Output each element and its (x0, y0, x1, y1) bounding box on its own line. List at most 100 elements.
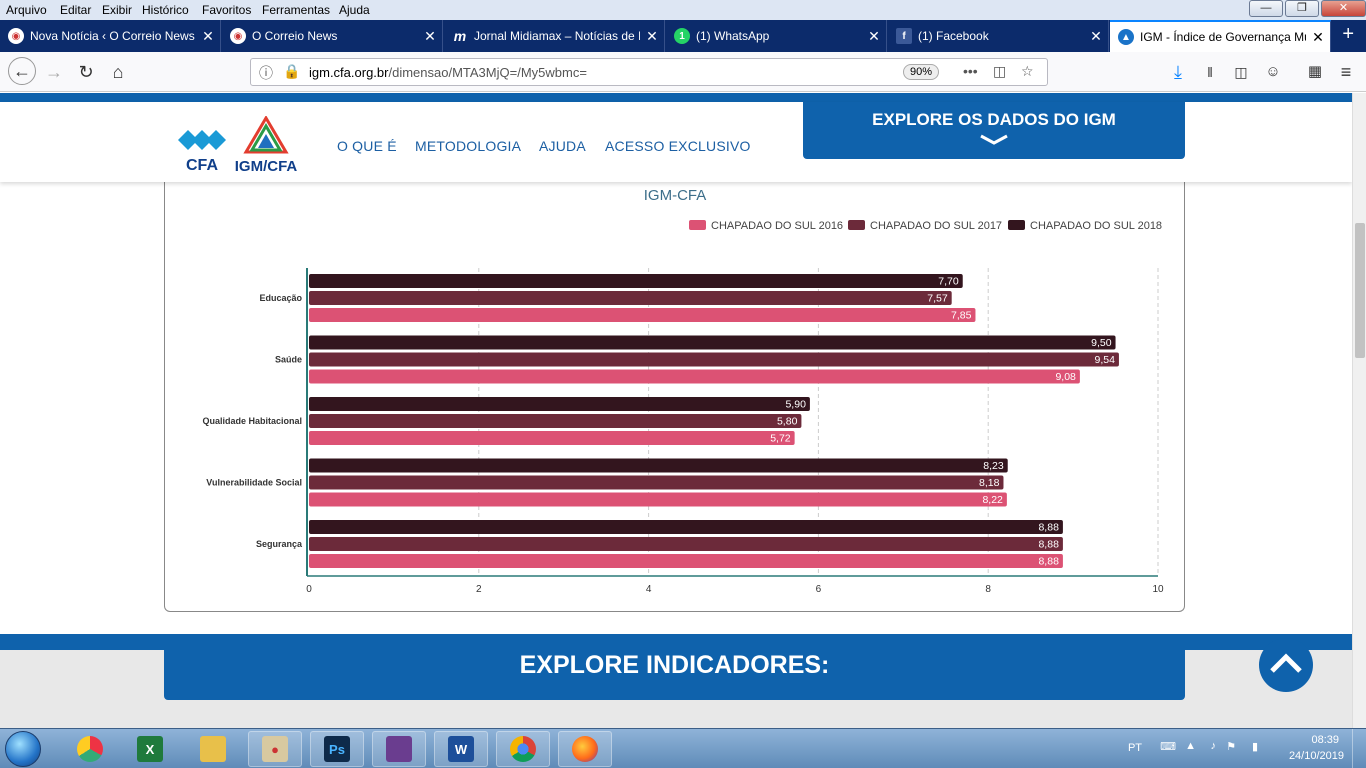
word-icon: W (448, 736, 474, 762)
tab-nova-noticia[interactable]: ◉ Nova Notícia ‹ O Correio News ✕ (0, 20, 221, 52)
menu-editar[interactable]: Editar (60, 3, 92, 17)
download-icon[interactable]: ⤓ (1174, 62, 1182, 82)
nav-acesso-exclusivo[interactable]: ACESSO EXCLUSIVO (605, 138, 751, 154)
flag-icon[interactable]: ⚑ (1226, 741, 1236, 753)
cfa-logo[interactable]: CFA (178, 128, 228, 174)
zoom-badge[interactable]: 90% (903, 64, 940, 80)
correio-news-icon: ◉ (8, 28, 24, 44)
minimize-button[interactable]: — (1249, 0, 1283, 17)
insecure-lock-icon[interactable]: 🔒 (283, 63, 301, 79)
taskbar: X ● Ps W PT ⌨ ▲ ♪ ⚑ ▮ 08:39 24/10/2019 (0, 728, 1366, 768)
nav-ajuda[interactable]: AJUDA (539, 138, 586, 154)
taskbar-app-explorer[interactable] (186, 731, 240, 767)
data-label: 8,22 (982, 494, 1003, 506)
menu-ferramentas[interactable]: Ferramentas (262, 3, 331, 17)
explore-data-label: EXPLORE OS DADOS DO IGM (872, 110, 1116, 129)
category-label: Educação (259, 293, 302, 303)
back-arrow-icon[interactable]: ← (8, 57, 36, 85)
bar-chart: IGM-CFA CHAPADAO DO SUL 2016 CHAPADAO DO S… (202, 187, 1164, 595)
close-icon[interactable]: ✕ (1312, 28, 1324, 45)
menu-favoritos[interactable]: Favoritos (202, 3, 252, 17)
taskbar-app-chrome-remote[interactable] (63, 731, 117, 767)
explore-data-button[interactable]: EXPLORE OS DADOS DO IGM (803, 102, 1185, 159)
taskbar-app-excel[interactable]: X (123, 731, 177, 767)
page-scrollbar[interactable] (1352, 93, 1366, 728)
tab-whatsapp[interactable]: 1 (1) WhatsApp ✕ (666, 20, 887, 52)
taskbar-app-chrome[interactable] (496, 731, 550, 767)
data-label: 7,57 (927, 293, 948, 305)
correio-news-icon: ◉ (230, 28, 246, 44)
scrollbar-thumb[interactable] (1355, 223, 1365, 358)
home-icon[interactable]: ⌂ (112, 62, 124, 82)
tab-midiamax[interactable]: m Jornal Midiamax – Notícias de MS ✕ (444, 20, 665, 52)
data-label: 5,72 (770, 433, 791, 445)
show-desktop-button[interactable] (1352, 729, 1366, 768)
data-label: 8,88 (1038, 522, 1059, 534)
close-icon[interactable]: ✕ (868, 27, 880, 44)
nav-o-que-e[interactable]: O QUE É (337, 138, 397, 154)
new-tab-icon[interactable]: + (1342, 23, 1354, 45)
language-indicator[interactable]: PT (1127, 742, 1142, 754)
menu-arquivo[interactable]: Arquivo (6, 3, 47, 17)
clock-date[interactable]: 24/10/2019 (1288, 750, 1344, 762)
menu-exibir[interactable]: Exibir (102, 3, 133, 17)
taskbar-app-word[interactable]: W (434, 731, 488, 767)
chrome-icon (510, 736, 536, 762)
close-icon[interactable]: ✕ (1090, 27, 1102, 44)
library-icon[interactable]: ‖ (1207, 64, 1213, 80)
close-icon[interactable]: ✕ (424, 27, 436, 44)
page-actions-icon[interactable]: ••• (963, 63, 978, 79)
pocket-icon[interactable]: ◫ (993, 63, 1007, 79)
taskbar-app-photoshop[interactable]: Ps (310, 731, 364, 767)
data-label: 9,54 (1095, 354, 1116, 366)
cfa-logo-text: CFA (186, 157, 218, 174)
sidebar-icon[interactable]: ◫ (1234, 64, 1248, 80)
taskbar-app-movie-maker[interactable] (372, 731, 426, 767)
url-bar[interactable]: ⓘ 🔒 igm.cfa.org.br/dimensao/MTA3MjQ=/My5… (250, 58, 1048, 86)
movie-maker-icon (386, 736, 412, 762)
menu-historico[interactable]: Histórico (142, 3, 189, 17)
menu-bar: Arquivo Editar Exibir Histórico Favorito… (0, 0, 1366, 20)
windows-start-icon[interactable] (5, 731, 41, 767)
taskbar-app-firefox[interactable] (558, 731, 612, 767)
data-label: 7,70 (938, 276, 959, 288)
close-icon[interactable]: ✕ (646, 27, 658, 44)
photoshop-icon: Ps (324, 736, 350, 762)
chart-panel: IGM-CFA CHAPADAO DO SUL 2016 CHAPADAO DO S… (164, 168, 1185, 612)
igm-logo-text: IGM/CFA (235, 158, 298, 175)
tab-label: IGM - Índice de Governança Municipal (1140, 30, 1306, 44)
tab-o-correio-news[interactable]: ◉ O Correio News ✕ (222, 20, 443, 52)
taskbar-app-paint[interactable]: ● (248, 731, 302, 767)
bar (309, 537, 1063, 551)
excel-icon: X (137, 736, 163, 762)
reload-icon[interactable]: ↻ (78, 62, 94, 82)
scroll-to-top-button[interactable] (1259, 638, 1313, 692)
tab-igm[interactable]: ▲ IGM - Índice de Governança Municipal ✕ (1110, 20, 1331, 52)
site-header: CFA IGM/CFA O QUE É METODOLOGIA AJUDA AC… (0, 102, 1352, 182)
account-icon[interactable]: ☺ (1265, 63, 1281, 80)
bookmark-star-icon[interactable]: ☆ (1021, 63, 1034, 79)
menu-hamburger-icon[interactable]: ≡ (1340, 62, 1352, 82)
legend-swatch (848, 220, 865, 230)
x-tick-label: 6 (816, 584, 822, 595)
keyboard-icon[interactable]: ⌨ (1160, 741, 1176, 753)
nav-metodologia[interactable]: METODOLOGIA (415, 138, 522, 154)
forward-arrow-icon[interactable]: → (45, 62, 63, 82)
network-icon[interactable]: ▮ (1251, 741, 1258, 753)
maximize-button[interactable]: ❐ (1285, 0, 1319, 17)
bar (309, 458, 1008, 473)
close-window-button[interactable]: ✕ (1321, 0, 1366, 17)
info-icon[interactable]: ⓘ (259, 65, 273, 81)
navigation-bar: ← → ↻ ⌂ ⓘ 🔒 igm.cfa.org.br/dimensao/MTA3… (0, 52, 1366, 92)
tab-facebook[interactable]: f (1) Facebook ✕ (888, 20, 1109, 52)
data-label: 9,08 (1055, 371, 1076, 383)
clock-time[interactable]: 08:39 (1311, 734, 1339, 746)
tray-arrow-icon[interactable]: ▲ (1185, 740, 1196, 752)
volume-icon[interactable]: ♪ (1210, 740, 1217, 752)
close-icon[interactable]: ✕ (202, 27, 214, 44)
tab-label: Jornal Midiamax – Notícias de MS (474, 29, 640, 43)
bar (309, 291, 952, 305)
extensions-icon[interactable]: ▦ (1307, 63, 1323, 80)
igm-logo[interactable]: IGM/CFA (230, 116, 306, 176)
menu-ajuda[interactable]: Ajuda (339, 3, 370, 17)
